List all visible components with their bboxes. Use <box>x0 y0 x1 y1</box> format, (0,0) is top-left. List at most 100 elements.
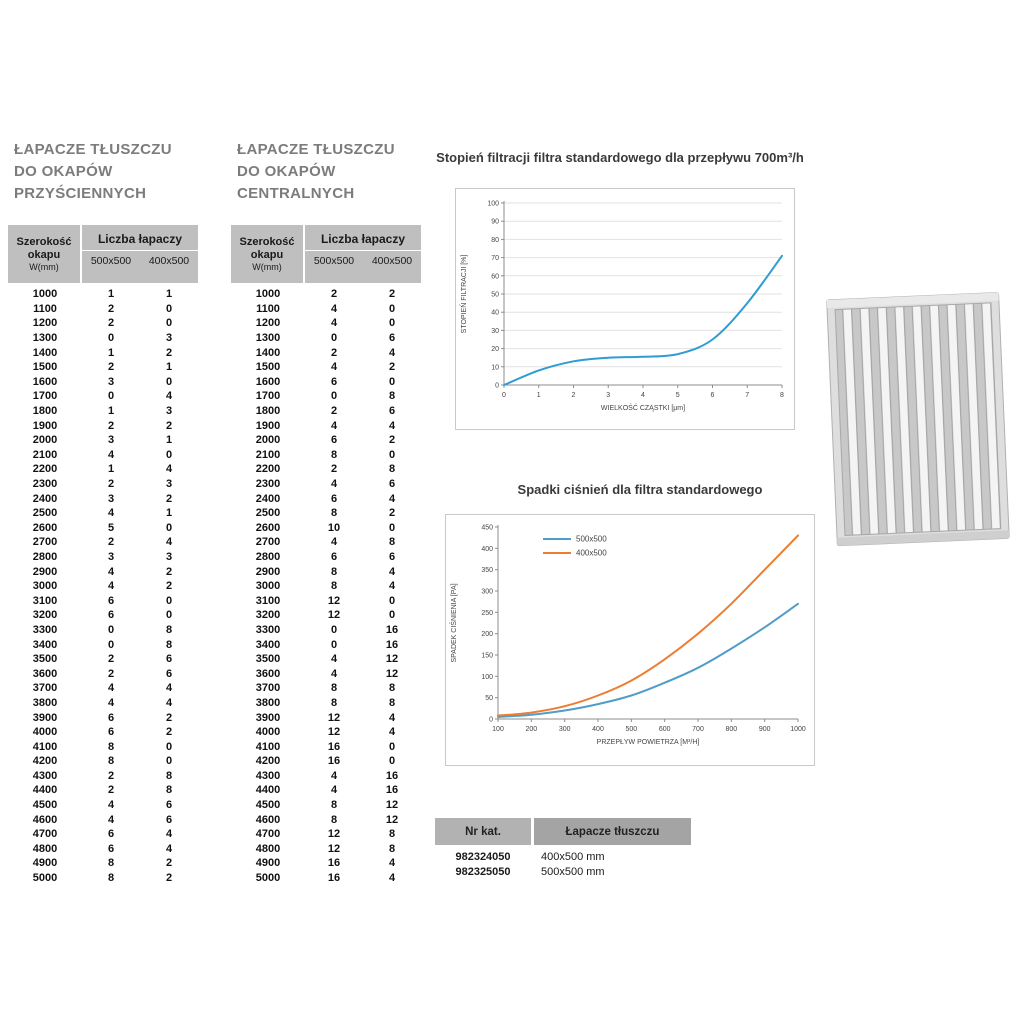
filter-count-cell: 6 <box>165 653 173 666</box>
hood-width-cell: 1900 <box>32 419 58 432</box>
hood-width-cell: 1200 <box>255 317 281 330</box>
filter-count-cell: 1 <box>107 405 115 418</box>
table-row: 4600 8 12 <box>231 812 421 827</box>
filter-count-cell: 6 <box>107 726 115 739</box>
table-row: 1800 1 3 <box>8 404 198 419</box>
hood-width-cell: 3800 <box>255 696 281 709</box>
table-row: 2500 8 2 <box>231 506 421 521</box>
svg-text:500: 500 <box>625 726 637 733</box>
filter-count-cell: 0 <box>388 609 396 622</box>
svg-text:200: 200 <box>481 631 493 638</box>
table-row: 4300 4 16 <box>231 769 421 784</box>
filter-count-cell: 4 <box>388 857 396 870</box>
table-row: 5000 16 4 <box>231 871 421 886</box>
svg-text:900: 900 <box>759 726 771 733</box>
filter-count-cell: 6 <box>388 478 396 491</box>
hood-width-cell: 4100 <box>255 740 281 753</box>
filter-count-cell: 10 <box>327 521 341 534</box>
table-row: 3000 8 4 <box>231 579 421 594</box>
filter-count-cell: 8 <box>388 696 396 709</box>
hood-width-cell: 2700 <box>32 536 58 549</box>
svg-text:40: 40 <box>491 310 499 317</box>
svg-text:500x500: 500x500 <box>576 535 607 544</box>
filter-count-cell: 3 <box>107 375 115 388</box>
catalog-table: Nr kat. Łapacze tłuszczu 982324050 400x50… <box>435 818 691 879</box>
hood-width-cell: 4500 <box>255 799 281 812</box>
table-row: 3300 0 16 <box>231 623 421 638</box>
table-row: 1900 2 2 <box>8 418 198 433</box>
hood-width-cell: 3600 <box>32 667 58 680</box>
svg-text:100: 100 <box>481 674 493 681</box>
filter-count-cell: 0 <box>107 332 115 345</box>
hood-width-cell: 2100 <box>32 448 58 461</box>
hood-width-cell: 2300 <box>255 478 281 491</box>
hood-width-cell: 1800 <box>32 405 58 418</box>
table-row: 4100 16 0 <box>231 739 421 754</box>
svg-text:6: 6 <box>711 392 715 399</box>
filter-count-cell: 4 <box>330 302 338 315</box>
filter-count-cell: 8 <box>330 682 338 695</box>
hood-width-header: Szerokość okapu W(mm) <box>8 225 82 283</box>
subcol-500x500: 500x500 <box>90 255 132 267</box>
svg-text:80: 80 <box>491 237 499 244</box>
filter-count-cell: 2 <box>107 653 115 666</box>
hood-width-cell: 4400 <box>32 784 58 797</box>
hood-width-cell: 4300 <box>32 769 58 782</box>
filter-count-cell: 6 <box>107 828 115 841</box>
filter-count-cell: 4 <box>107 696 115 709</box>
hood-width-cell: 4600 <box>255 813 281 826</box>
hood-width-cell: 3500 <box>255 653 281 666</box>
filter-count-cell: 4 <box>330 536 338 549</box>
table-row: 4000 12 4 <box>231 725 421 740</box>
filter-count-cell: 12 <box>327 726 341 739</box>
svg-text:50: 50 <box>491 292 499 299</box>
filter-count-cell: 6 <box>165 813 173 826</box>
filter-count-cell: 6 <box>107 594 115 607</box>
filter-count-cell: 6 <box>165 799 173 812</box>
filter-count-cell: 6 <box>330 434 338 447</box>
hood-width-cell: 1700 <box>32 390 58 403</box>
hood-width-cell: 3500 <box>32 653 58 666</box>
hood-width-cell: 3800 <box>32 696 58 709</box>
catalog-row: 982325050 500x500 mm <box>435 864 691 879</box>
header-unit-label: W(mm) <box>29 261 59 272</box>
filter-count-cell: 8 <box>330 448 338 461</box>
filter-count-cell: 8 <box>388 842 396 855</box>
filter-count-cell: 4 <box>330 317 338 330</box>
filter-count-cell: 2 <box>165 711 173 724</box>
filter-count-cell: 8 <box>330 580 338 593</box>
hood-width-cell: 4500 <box>32 799 58 812</box>
table-row: 3700 4 4 <box>8 681 198 696</box>
hood-width-cell: 1400 <box>255 346 281 359</box>
hood-width-header: Szerokość okapu W(mm) <box>231 225 305 283</box>
filtration-chart: 0 10 20 30 40 50 60 70 80 90 100 0 1 2 3 4 5 6 7 8 WIELKOŚĆ … <box>455 188 795 430</box>
table-row: 2700 2 4 <box>8 535 198 550</box>
hood-width-cell: 4800 <box>255 842 281 855</box>
filter-count-cell: 2 <box>388 507 396 520</box>
filter-count-cell: 2 <box>165 580 173 593</box>
filter-count-cell: 16 <box>385 638 399 651</box>
filter-count-cell: 0 <box>388 375 396 388</box>
table-row: 1300 0 6 <box>231 331 421 346</box>
svg-text:0: 0 <box>495 383 499 390</box>
filter-count-header: Liczba łapaczy 500x500 400x500 <box>82 225 198 283</box>
hood-width-cell: 1500 <box>255 361 281 374</box>
table-row: 1000 1 1 <box>8 287 198 302</box>
filter-count-cell: 6 <box>388 550 396 563</box>
table-row: 3300 0 8 <box>8 623 198 638</box>
table-row: 3100 6 0 <box>8 593 198 608</box>
filter-count-cell: 2 <box>388 288 396 301</box>
table-row: 4700 12 8 <box>231 827 421 842</box>
hood-width-cell: 4700 <box>32 828 58 841</box>
svg-text:30: 30 <box>491 328 499 335</box>
hood-width-cell: 3200 <box>255 609 281 622</box>
filter-count-cell: 3 <box>165 405 173 418</box>
filter-count-cell: 2 <box>107 478 115 491</box>
filter-count-cell: 4 <box>330 667 338 680</box>
filter-count-cell: 12 <box>327 842 341 855</box>
filter-count-cell: 0 <box>165 594 173 607</box>
hood-width-cell: 3900 <box>255 711 281 724</box>
table-body: 1000 1 1 1100 2 0 1200 2 0 1300 0 3 1400 1 2 1500 2 1 1600… <box>8 283 198 885</box>
table-row: 2200 2 8 <box>231 462 421 477</box>
hood-width-cell: 2800 <box>255 550 281 563</box>
